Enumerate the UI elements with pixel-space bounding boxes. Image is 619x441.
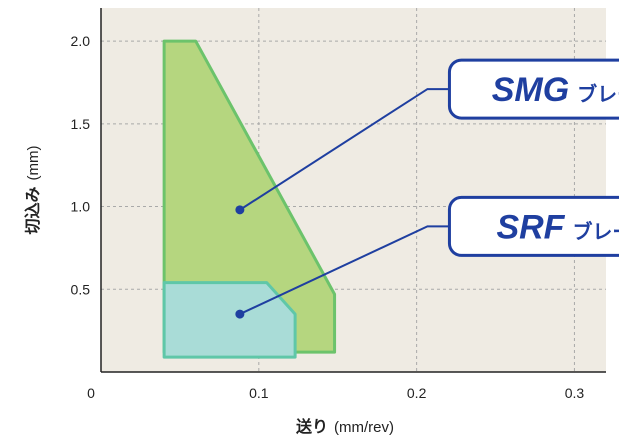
leader-line-srf — [239, 225, 450, 315]
leader-line-smg — [239, 88, 450, 211]
x-axis-label: 送り (mm/rev) — [295, 417, 394, 436]
x-axis-label-main: 送り — [295, 417, 328, 436]
y-tick-label-2: 1.5 — [71, 116, 91, 132]
y-tick-label-1: 1.0 — [71, 199, 91, 215]
x-tick-label-1: 0.1 — [249, 385, 269, 401]
x-tick-label-2: 0.2 — [407, 385, 427, 401]
x-tick-label-0: 0 — [87, 385, 95, 401]
x-tick-label-3: 0.3 — [565, 385, 585, 401]
callout-label-srf: SRF ブレーカ — [496, 208, 619, 246]
callout-suffix-srf: ブレーカ — [572, 219, 619, 243]
callout-name-srf: SRF — [496, 208, 565, 246]
y-tick-label-0: 0.5 — [71, 281, 91, 297]
x-axis-label-unit: (mm/rev) — [334, 419, 394, 436]
y-axis-label-unit: (mm) — [25, 145, 42, 180]
callout-suffix-smg: ブレーカ — [577, 82, 619, 106]
callout-label-smg: SMG ブレーカ — [492, 71, 619, 109]
callout-box-smg — [447, 58, 619, 120]
y-axis-label: 切込み (mm) — [23, 145, 42, 234]
area-srf — [162, 281, 297, 359]
callout-name-smg: SMG — [492, 71, 569, 109]
callout-box-srf — [447, 195, 619, 257]
marker-dot-srf — [235, 309, 245, 319]
y-tick-label-3: 2.0 — [71, 33, 91, 49]
y-axis-label-main: 切込み — [23, 186, 42, 234]
marker-dot-smg — [235, 205, 245, 215]
